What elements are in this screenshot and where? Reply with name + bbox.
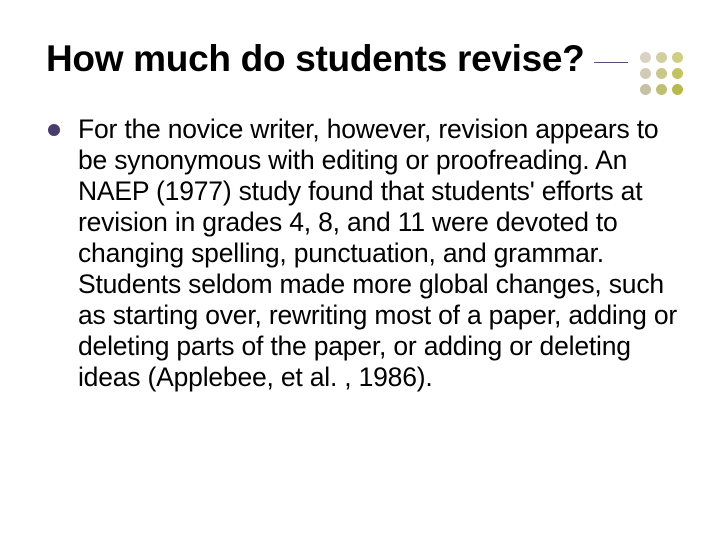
decor-dot: [640, 52, 651, 63]
decor-dot: [672, 52, 683, 63]
decor-dot: [672, 84, 683, 95]
decor-dot: [656, 68, 667, 79]
decor-dot: [656, 84, 667, 95]
decor-dot: [640, 68, 651, 79]
decor-dots: [640, 52, 686, 98]
decor-dot: [672, 68, 683, 79]
slide-body: For the novice writer, however, revision…: [46, 114, 680, 393]
body-paragraph: For the novice writer, however, revision…: [78, 114, 680, 393]
bullet-icon: [48, 124, 60, 136]
title-row: How much do students revise?: [46, 38, 680, 80]
decor-dot: [656, 52, 667, 63]
title-underline: [594, 62, 628, 63]
slide-title: How much do students revise?: [46, 38, 584, 80]
slide: How much do students revise? For the nov…: [0, 0, 720, 540]
decor-dot: [640, 84, 651, 95]
